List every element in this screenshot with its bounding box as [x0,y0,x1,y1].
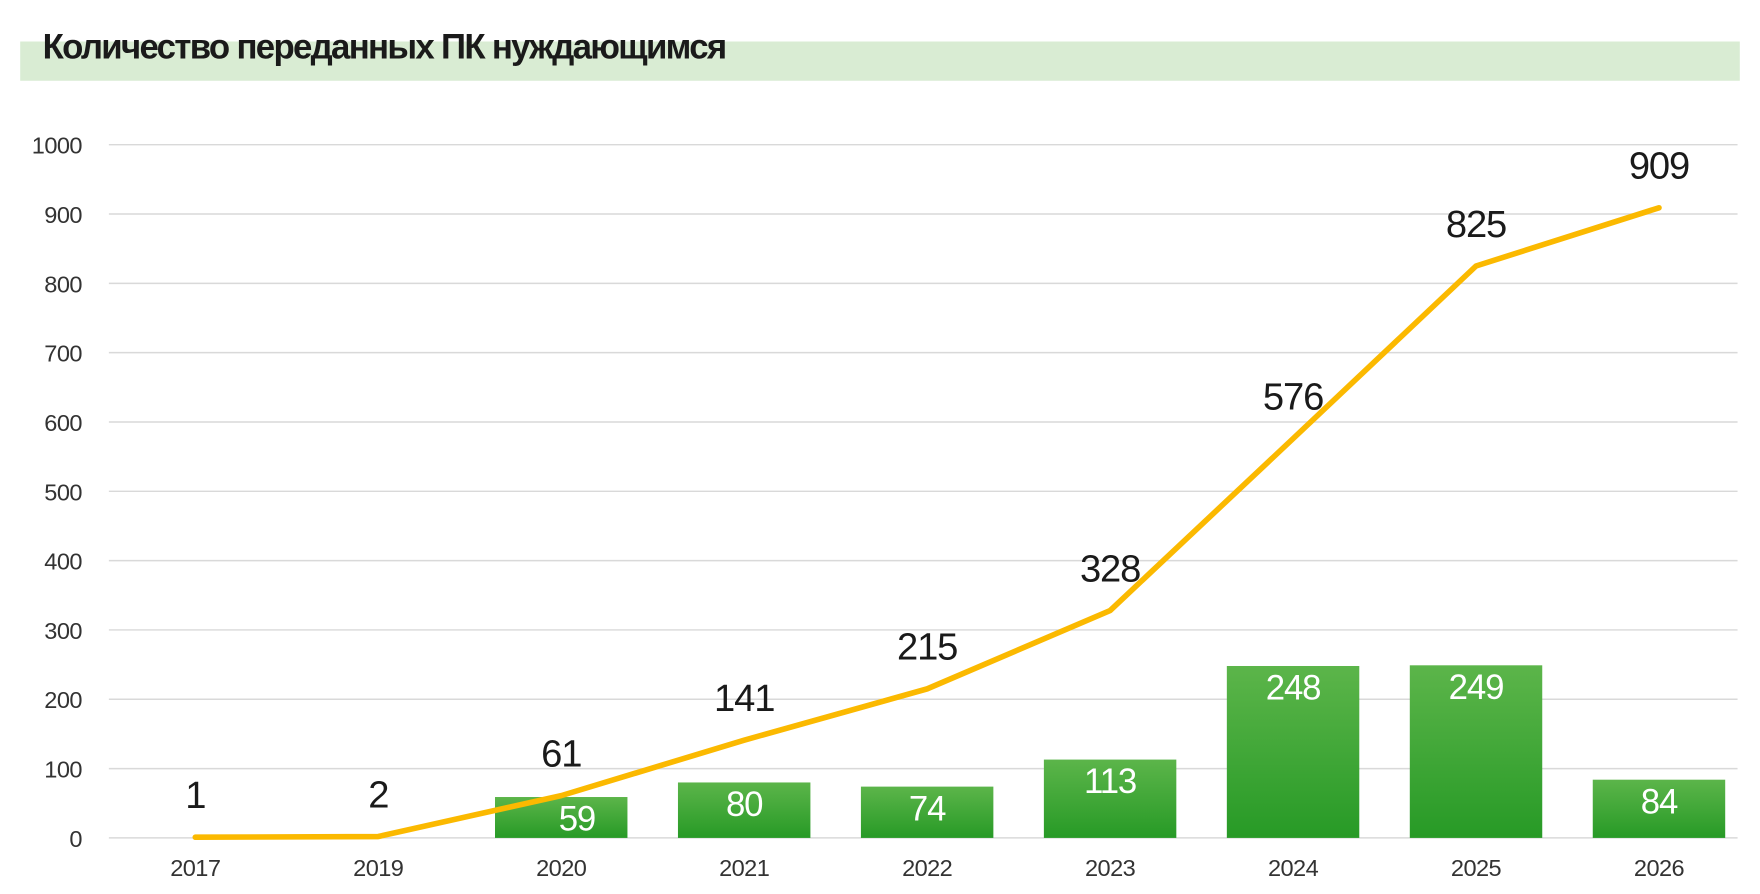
line-value-label: 141 [714,677,774,720]
bar [1592,779,1726,838]
line-value-label: 328 [1080,547,1140,590]
line-value-label: 2 [368,773,388,816]
x-tick-label: 2025 [1451,855,1502,881]
bar-value-label: 80 [726,786,762,824]
x-tick-label: 2021 [719,855,769,881]
line-value-label: 1 [185,774,205,817]
y-tick-label: 0 [69,826,82,852]
y-tick-label: 600 [44,410,82,436]
line-value-label: 576 [1263,375,1323,418]
line-value-label: 215 [897,626,957,669]
bar-value-label: 59 [559,801,595,839]
y-tick-label: 300 [44,618,82,644]
bar-value-label: 84 [1641,783,1678,821]
y-tick-label: 700 [44,341,82,367]
y-tick-label: 500 [44,479,82,505]
chart-title: Количество переданных ПК нуждающимся [43,28,726,66]
bar [860,786,994,838]
bar-value-label: 74 [909,790,946,828]
bar [1226,665,1360,838]
x-tick-label: 2026 [1634,855,1685,881]
line-value-label: 61 [541,732,581,775]
line-value-label: 825 [1446,203,1506,246]
x-tick-label: 2019 [353,855,403,881]
y-tick-label: 400 [44,549,82,575]
bar-value-label: 248 [1266,670,1321,708]
bar-value-label: 113 [1084,763,1136,801]
y-tick-label: 800 [44,271,82,297]
x-tick-label: 2022 [902,855,952,881]
x-tick-label: 2020 [536,855,587,881]
x-tick-label: 2017 [170,855,220,881]
bar [677,782,811,838]
bar-value-label: 249 [1449,669,1504,707]
x-tick-label: 2023 [1085,855,1136,881]
y-tick-label: 200 [44,687,82,713]
y-tick-label: 900 [44,202,82,228]
bar [1409,665,1543,838]
y-tick-label: 100 [44,757,82,783]
line-value-label: 909 [1629,145,1689,188]
title-band [20,41,1740,81]
y-tick-label: 1000 [32,133,83,159]
x-tick-label: 2024 [1268,855,1319,881]
bar [1043,759,1177,838]
